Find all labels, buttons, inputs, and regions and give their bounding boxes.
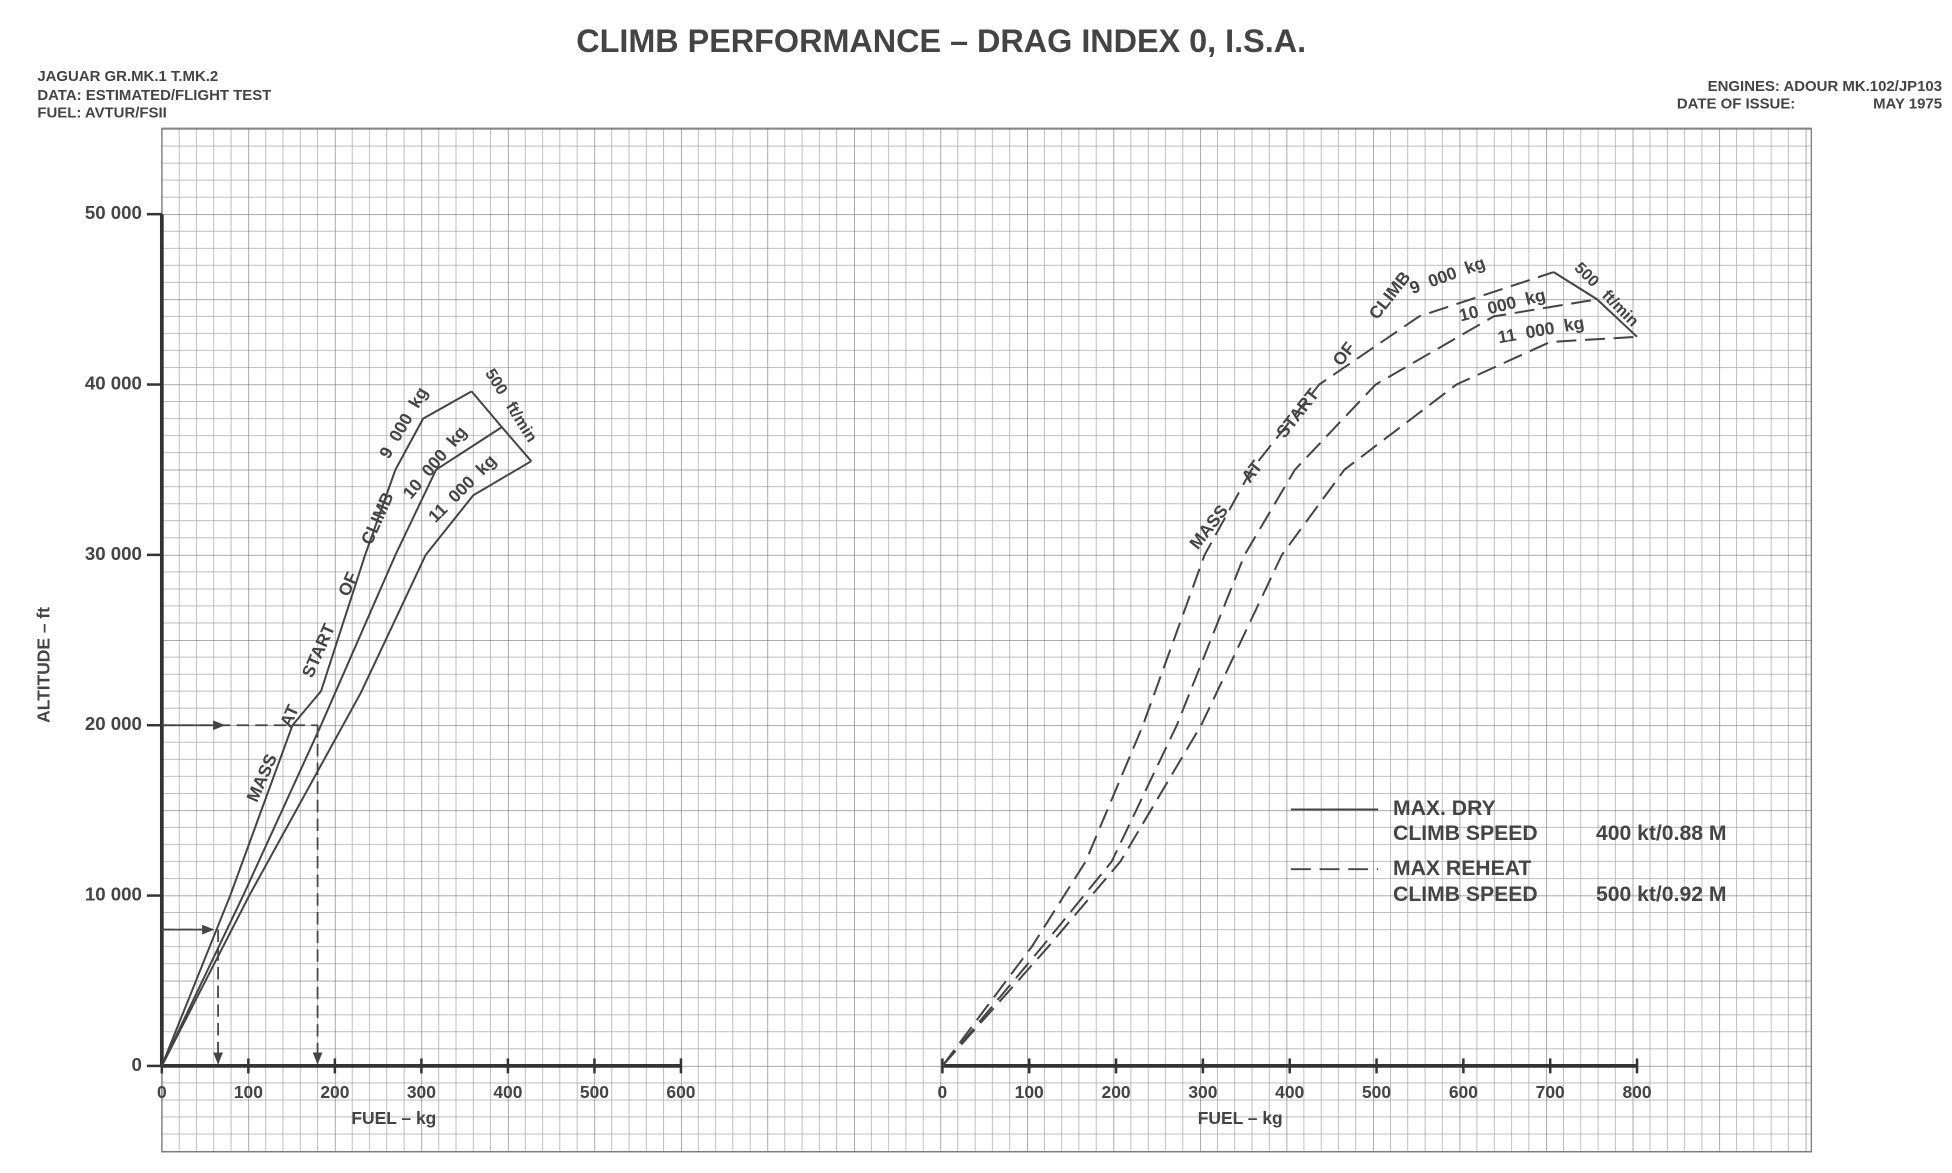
curve: [160, 426, 503, 1067]
boundary-line: [1553, 271, 1638, 338]
x-tick-label: 0: [938, 1082, 948, 1102]
x-tick-label: 200: [320, 1082, 349, 1102]
note: DATE OF ISSUE:: [1677, 96, 1795, 113]
title: CLIMB PERFORMANCE – DRAG INDEX 0, I.S.A.: [576, 23, 1306, 59]
legend-label: CLIMB SPEED: [1393, 822, 1538, 845]
y-tick-label: 10 000: [85, 884, 142, 905]
x-axis-label: FUEL – kg: [1198, 1108, 1283, 1128]
y-tick-label: 0: [132, 1054, 142, 1075]
curve: [941, 335, 1638, 1067]
legend-label: 500 kt/0.92 M: [1596, 883, 1727, 906]
x-tick-label: 100: [1015, 1082, 1044, 1102]
curve: [160, 460, 532, 1067]
legend-label: 400 kt/0.88 M: [1596, 822, 1727, 845]
y-tick-label: 30 000: [85, 543, 142, 564]
x-tick-label: 0: [157, 1082, 167, 1102]
x-tick-label: 500: [580, 1082, 609, 1102]
curve: [941, 298, 1598, 1067]
x-tick-label: 400: [1275, 1082, 1304, 1102]
legend: MAX. DRY CLIMB SPEED 400 kt/0.88 M MAX R…: [1393, 797, 1726, 906]
x-tick-label: 700: [1536, 1082, 1565, 1102]
curve: [160, 390, 473, 1067]
note: ENGINES: ADOUR MK.102/JP103: [1708, 78, 1942, 95]
legend-label: MAX REHEAT: [1393, 857, 1531, 880]
graph-paper: [161, 127, 1812, 1153]
y-axis-label: ALTITUDE – ft: [33, 607, 53, 723]
x-axis-label: FUEL – kg: [351, 1108, 436, 1128]
note: JAGUAR GR.MK.1 T.MK.2: [37, 68, 218, 85]
x-tick-label: 400: [493, 1082, 522, 1102]
curve: [941, 271, 1554, 1067]
y-tick-label: 40 000: [85, 372, 142, 393]
legend-label: CLIMB SPEED: [1393, 883, 1538, 906]
y-tick-label: 50 000: [85, 202, 142, 223]
x-tick-label: 100: [234, 1082, 263, 1102]
boundary-line: [470, 390, 533, 462]
x-tick-label: 600: [1449, 1082, 1478, 1102]
x-tick-label: 200: [1102, 1082, 1131, 1102]
note: FUEL: AVTUR/FSII: [37, 104, 166, 121]
x-tick-label: 600: [666, 1082, 695, 1102]
x-tick-label: 300: [407, 1082, 436, 1102]
x-tick-label: 800: [1623, 1082, 1652, 1102]
y-tick-label: 20 000: [85, 713, 142, 734]
legend-label: MAX. DRY: [1393, 797, 1496, 820]
note: MAY 1975: [1873, 96, 1942, 113]
x-tick-label: 500: [1362, 1082, 1391, 1102]
note: DATA: ESTIMATED/FLIGHT TEST: [37, 87, 271, 104]
x-tick-label: 300: [1188, 1082, 1217, 1102]
